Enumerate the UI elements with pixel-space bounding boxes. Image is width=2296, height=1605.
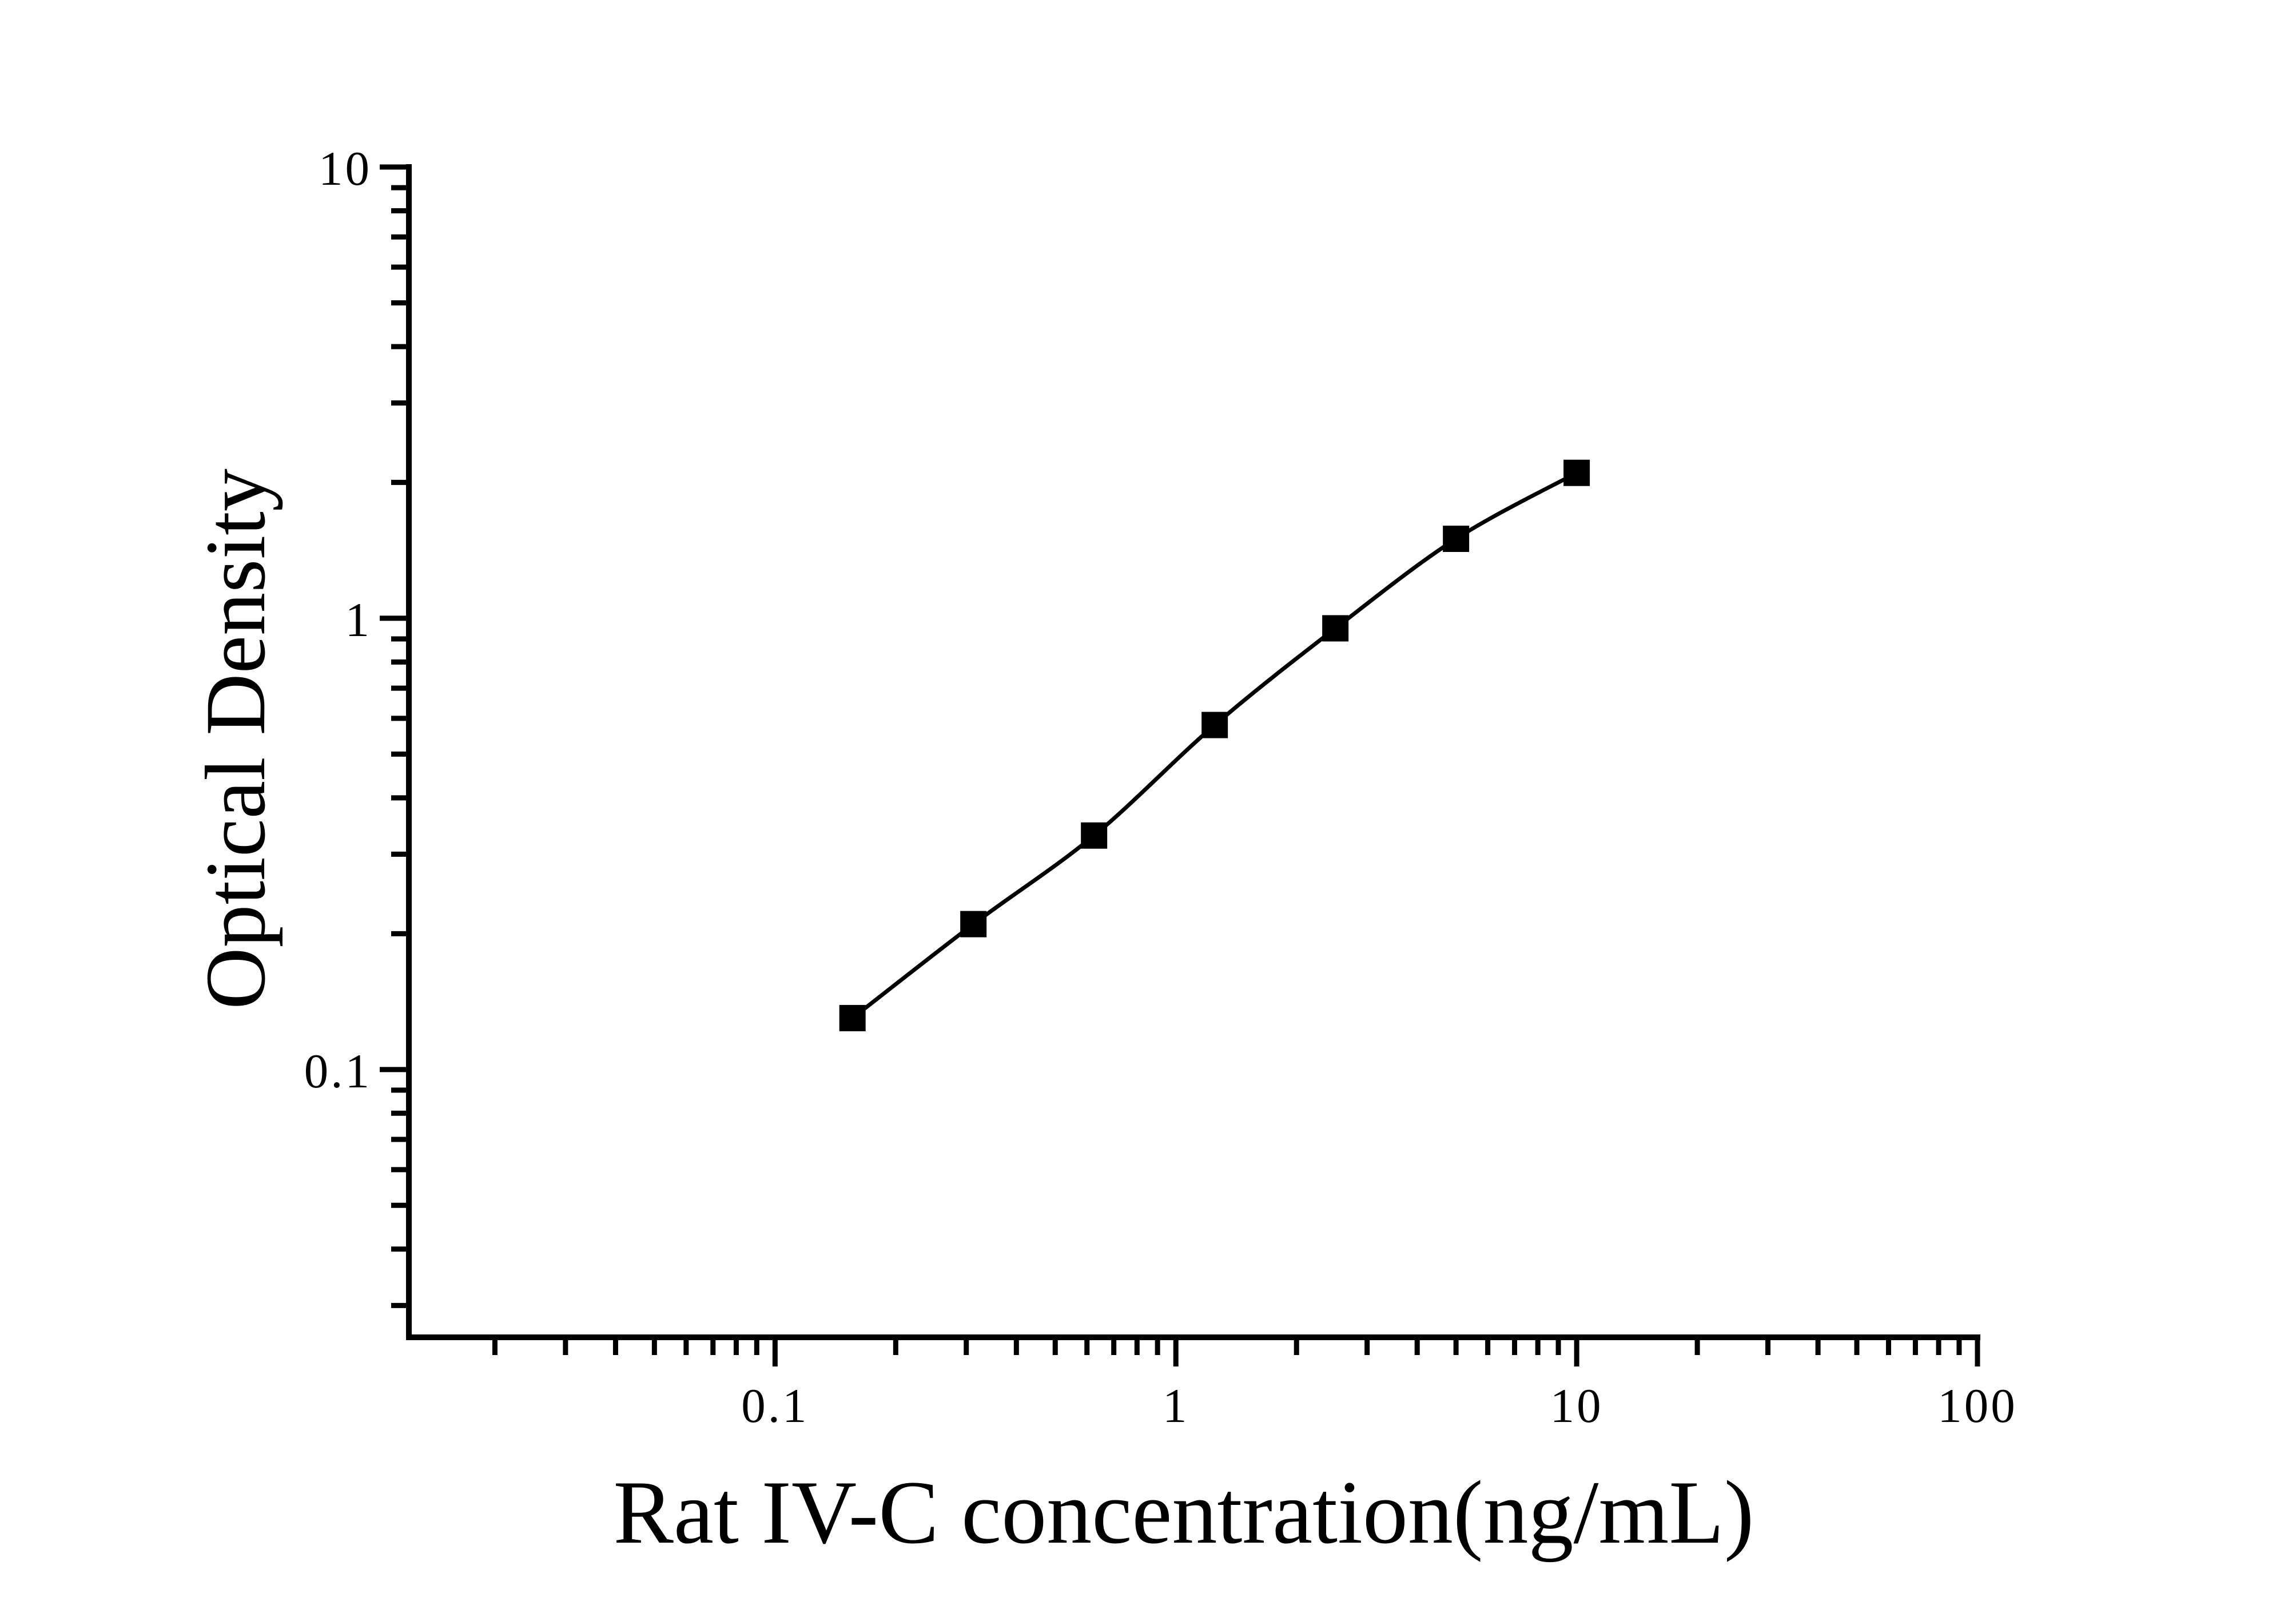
data-point-marker — [839, 1004, 866, 1031]
x-tick-label: 0.1 — [741, 1379, 809, 1433]
data-point-marker — [960, 911, 987, 937]
y-tick-label: 1 — [345, 593, 372, 647]
data-point-marker — [1443, 525, 1470, 552]
data-point-marker — [1563, 459, 1590, 486]
x-tick-label: 10 — [1550, 1379, 1603, 1433]
y-tick-label: 10 — [319, 142, 372, 196]
data-point-marker — [1081, 822, 1108, 849]
x-tick-label: 1 — [1163, 1379, 1189, 1433]
data-point-marker — [1322, 615, 1349, 642]
x-tick-label: 100 — [1937, 1379, 2018, 1433]
data-point-marker — [1201, 712, 1228, 738]
y-axis-title: Optical Density — [188, 468, 283, 1010]
x-axis-title: Rat IV-C concentration(ng/mL) — [614, 1463, 1754, 1563]
y-tick-label: 0.1 — [304, 1044, 372, 1098]
plot-area: 0.1 1 10 100 10 1 0.1 — [304, 142, 2018, 1433]
